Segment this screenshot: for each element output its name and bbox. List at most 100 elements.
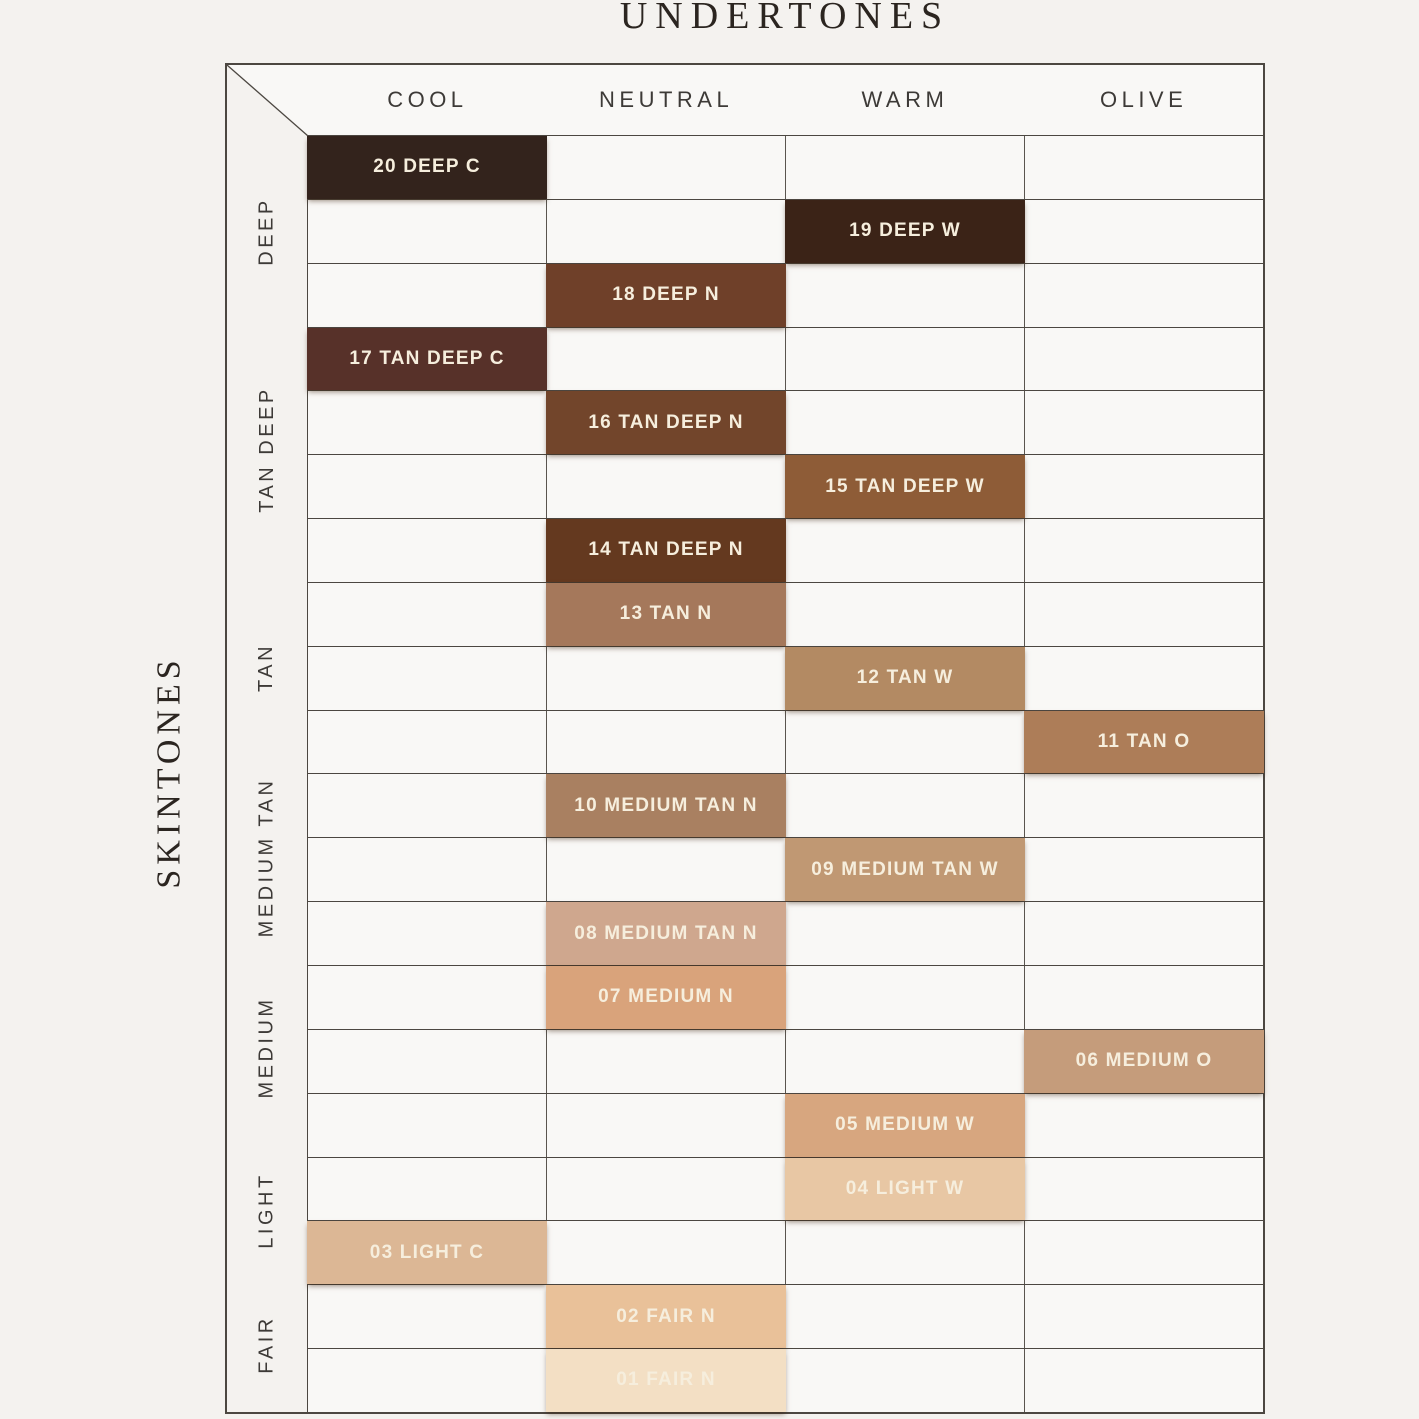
undertone-header-row: COOL NEUTRAL WARM OLIVE	[308, 65, 1263, 136]
cell-neutral	[547, 646, 786, 710]
shade-row-09-medium-tan-w: 09 MEDIUM TAN W	[308, 838, 1263, 903]
cell-cool	[308, 582, 547, 646]
cell-warm	[786, 774, 1025, 838]
shade-label: 04 LIGHT W	[845, 1177, 965, 1199]
shade-label: 05 MEDIUM W	[835, 1114, 975, 1136]
shade-swatch-03-light-c: 03 LIGHT C	[307, 1221, 547, 1285]
cell-olive	[1025, 582, 1263, 646]
shade-swatch-04-light-w: 04 LIGHT W	[785, 1157, 1025, 1221]
cell-neutral	[547, 1029, 786, 1093]
cell-cool	[308, 838, 547, 902]
shade-swatch-10-medium-tan-n: 10 MEDIUM TAN N	[546, 774, 786, 838]
undertone-header-cool: COOL	[387, 87, 468, 112]
shade-row-08-medium-tan-n: 08 MEDIUM TAN N	[308, 902, 1263, 966]
cell-olive	[1025, 136, 1263, 199]
cell-neutral: 02 FAIR N	[546, 1285, 786, 1349]
cell-olive	[1025, 646, 1263, 710]
shade-swatch-12-tan-w: 12 TAN W	[785, 646, 1025, 710]
cell-warm	[786, 519, 1025, 582]
skintone-group-medium-tan: MEDIUM TAN	[227, 763, 307, 953]
shade-row-15-tan-deep-w: 15 TAN DEEP W	[308, 455, 1263, 520]
shade-label: 10 MEDIUM TAN N	[574, 794, 758, 816]
skintone-group-label: TAN	[255, 642, 278, 692]
shade-swatch-07-medium-n: 07 MEDIUM N	[546, 965, 786, 1029]
shade-swatch-11-tan-o: 11 TAN O	[1024, 710, 1264, 774]
cell-cool	[308, 263, 547, 327]
skintone-group-label: FAIR	[255, 1315, 278, 1374]
cell-warm: 04 LIGHT W	[785, 1157, 1025, 1221]
shade-label: 08 MEDIUM TAN N	[574, 922, 758, 944]
skintone-group-label: TAN DEEP	[255, 385, 278, 513]
shade-swatch-08-medium-tan-n: 08 MEDIUM TAN N	[546, 902, 786, 965]
skintone-group-label: LIGHT	[255, 1172, 278, 1249]
cell-warm	[786, 582, 1025, 646]
shade-label: 01 FAIR N	[616, 1369, 716, 1391]
shade-label: 02 FAIR N	[616, 1305, 716, 1327]
cell-neutral: 01 FAIR N	[546, 1349, 786, 1412]
cell-warm: 12 TAN W	[785, 646, 1025, 710]
shade-label: 11 TAN O	[1097, 731, 1191, 753]
cell-olive	[1025, 1221, 1263, 1285]
shade-swatch-15-tan-deep-w: 15 TAN DEEP W	[785, 455, 1025, 519]
cell-olive	[1025, 1349, 1263, 1412]
cell-cool	[308, 519, 547, 582]
shade-swatch-13-tan-n: 13 TAN N	[546, 582, 786, 646]
skintone-group-label: MEDIUM	[255, 996, 278, 1099]
cell-warm: 05 MEDIUM W	[785, 1093, 1025, 1157]
shade-swatch-01-fair-n: 01 FAIR N	[546, 1349, 786, 1412]
shade-label: 15 TAN DEEP W	[825, 475, 985, 497]
cell-olive: 06 MEDIUM O	[1024, 1029, 1264, 1093]
shade-row-18-deep-n: 18 DEEP N	[308, 263, 1263, 328]
cell-olive	[1025, 965, 1263, 1029]
cell-olive	[1025, 774, 1263, 838]
cell-neutral	[547, 1093, 786, 1157]
shade-row-17-tan-deep-c: 17 TAN DEEP C	[307, 327, 1263, 392]
cell-neutral	[547, 327, 786, 391]
shade-swatch-09-medium-tan-w: 09 MEDIUM TAN W	[785, 838, 1025, 902]
shade-label: 07 MEDIUM N	[598, 986, 734, 1008]
cell-warm: 19 DEEP W	[785, 199, 1025, 263]
cell-warm	[786, 136, 1025, 199]
cell-olive	[1025, 902, 1263, 965]
cell-olive	[1025, 199, 1263, 263]
cell-neutral	[547, 710, 786, 774]
cell-warm	[786, 965, 1025, 1029]
cell-cool	[308, 455, 547, 519]
shade-label: 03 LIGHT C	[369, 1241, 485, 1263]
cell-cool	[308, 391, 547, 455]
cell-neutral: 14 TAN DEEP N	[546, 519, 786, 582]
shade-row-05-medium-w: 05 MEDIUM W	[308, 1093, 1263, 1158]
cell-neutral	[547, 838, 786, 902]
shade-row-06-medium-o: 06 MEDIUM O	[308, 1029, 1264, 1094]
cell-cool: 17 TAN DEEP C	[307, 327, 547, 391]
shade-label: 17 TAN DEEP C	[349, 347, 505, 369]
cell-cool	[308, 1029, 547, 1093]
shade-label: 14 TAN DEEP N	[588, 539, 744, 561]
undertones-axis-title: UNDERTONES	[619, 0, 951, 37]
shade-swatch-16-tan-deep-n: 16 TAN DEEP N	[546, 391, 786, 455]
cell-neutral	[547, 199, 786, 263]
shade-label: 16 TAN DEEP N	[588, 411, 744, 433]
shade-swatch-05-medium-w: 05 MEDIUM W	[785, 1093, 1025, 1157]
cell-warm	[786, 1221, 1025, 1285]
shade-swatch-17-tan-deep-c: 17 TAN DEEP C	[307, 327, 547, 391]
skintones-axis-title: SKINTONES	[130, 134, 210, 1410]
cell-warm	[786, 1285, 1025, 1349]
cell-cool	[308, 646, 547, 710]
cell-olive	[1025, 1157, 1263, 1221]
cell-neutral: 16 TAN DEEP N	[546, 391, 786, 455]
shade-label: 13 TAN N	[619, 603, 713, 625]
skintone-label-column: DEEP TAN DEEP TAN MEDIUM TAN MEDIUM LIGHT FAIR	[227, 136, 308, 1412]
cell-warm	[786, 327, 1025, 391]
shade-row-04-light-w: 04 LIGHT W	[308, 1157, 1263, 1222]
cell-neutral: 18 DEEP N	[546, 263, 786, 327]
cell-warm	[786, 902, 1025, 965]
shade-swatch-02-fair-n: 02 FAIR N	[546, 1285, 786, 1349]
cell-cool	[308, 1157, 547, 1221]
cell-olive	[1025, 1285, 1263, 1349]
shade-row-01-fair-n: 01 FAIR N	[308, 1349, 1263, 1412]
shade-row-13-tan-n: 13 TAN N	[308, 582, 1263, 647]
cell-neutral	[547, 136, 786, 199]
shade-label: 12 TAN W	[856, 667, 954, 689]
cell-cool: 20 DEEP C	[307, 136, 547, 199]
